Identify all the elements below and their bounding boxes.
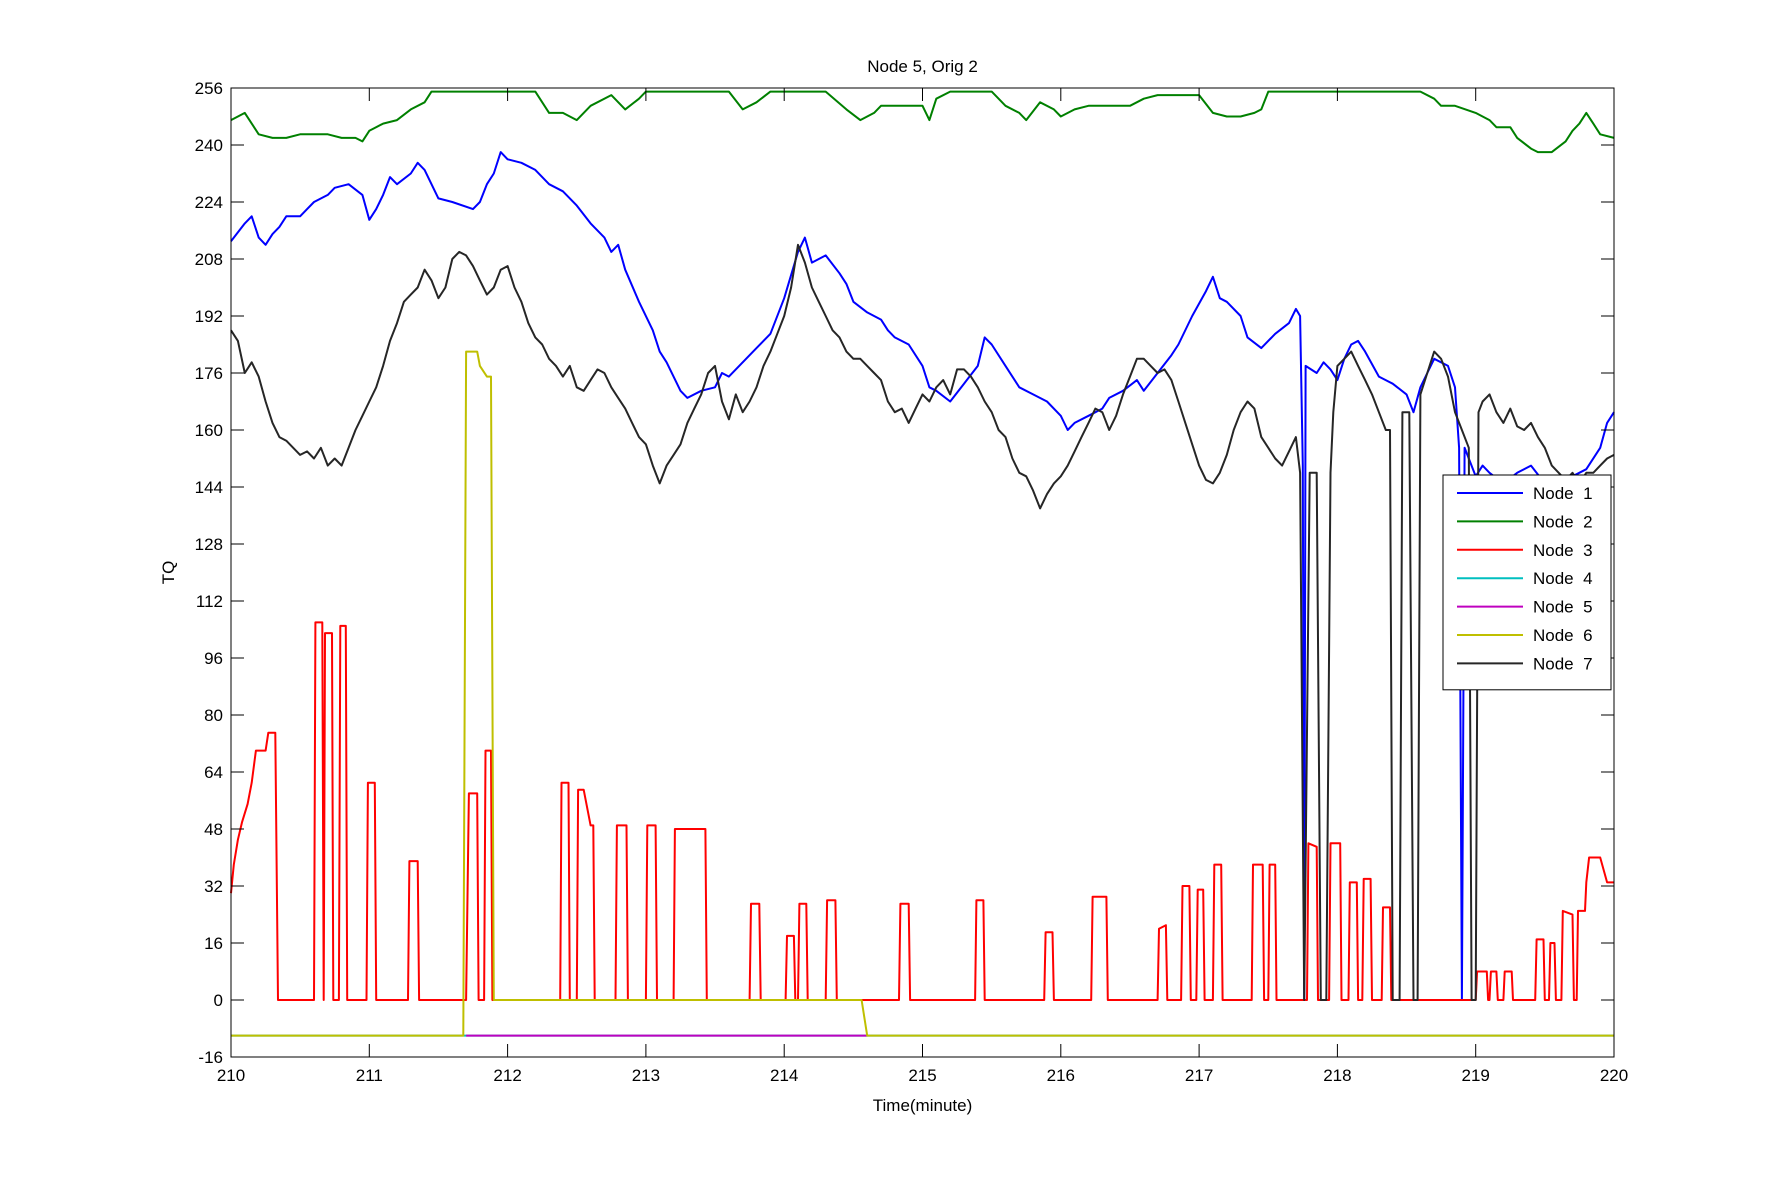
- x-tick-label: 212: [493, 1066, 521, 1085]
- x-tick-label: 213: [632, 1066, 660, 1085]
- legend-label-node-5: Node 5: [1533, 598, 1593, 617]
- y-tick-label: 48: [204, 820, 223, 839]
- y-tick-label: 160: [195, 421, 223, 440]
- y-tick-label: 96: [204, 649, 223, 668]
- series-layer: [230, 90, 1615, 1037]
- series-line-node-2: [230, 90, 1615, 154]
- x-tick-label: 219: [1462, 1066, 1490, 1085]
- series-line-node-3: [230, 621, 1614, 1001]
- x-tick-label: 220: [1600, 1066, 1628, 1085]
- y-tick-label: 208: [195, 250, 223, 269]
- legend-label-node-6: Node 6: [1533, 626, 1593, 645]
- y-axis-label: TQ: [159, 561, 178, 585]
- ticks-layer: 210 211 212 213 214 215 216 217 218 219 220 -16 0 16 3…: [195, 79, 1629, 1085]
- y-tick-label: 176: [195, 364, 223, 383]
- x-tick-label: 214: [770, 1066, 798, 1085]
- x-tick-label: 215: [908, 1066, 936, 1085]
- y-tick-label: 16: [204, 934, 223, 953]
- legend-label-node-7: Node 7: [1533, 654, 1593, 673]
- legend-label-node-4: Node 4: [1533, 569, 1593, 588]
- y-tick-label: 240: [195, 136, 223, 155]
- y-tick-label: 0: [214, 991, 223, 1010]
- y-tick-label: 80: [204, 706, 223, 725]
- series-line-node-1: [230, 151, 1615, 1001]
- y-tick-label: -16: [198, 1048, 223, 1067]
- y-tick-label: 64: [204, 763, 223, 782]
- series-line-node-7: [230, 243, 1615, 1001]
- x-tick-label: 211: [356, 1066, 383, 1085]
- x-tick-label: 217: [1185, 1066, 1213, 1085]
- plot-area: [231, 88, 1614, 1057]
- legend-box: [1442, 474, 1612, 691]
- series-line-node-6: [231, 350, 1614, 1037]
- legend-label-node-1: Node 1: [1533, 484, 1593, 503]
- chart-title: Node 5, Orig 2: [867, 57, 978, 76]
- legend: Node 1 Node 2 Node 3 Node 4 Node 5 Node 6 Node…: [1442, 474, 1612, 691]
- y-tick-label: 128: [195, 535, 223, 554]
- y-tick-label: 224: [195, 193, 223, 212]
- x-tick-label: 218: [1323, 1066, 1351, 1085]
- legend-label-node-2: Node 2: [1533, 512, 1593, 531]
- x-tick-label: 216: [1047, 1066, 1075, 1085]
- y-tick-label: 112: [196, 592, 223, 611]
- y-tick-label: 256: [195, 79, 223, 98]
- y-tick-label: 144: [195, 478, 223, 497]
- legend-label-node-3: Node 3: [1533, 541, 1593, 560]
- x-tick-label: 210: [217, 1066, 245, 1085]
- y-tick-label: 32: [204, 877, 223, 896]
- y-tick-label: 192: [195, 307, 223, 326]
- x-axis-label: Time(minute): [873, 1096, 973, 1115]
